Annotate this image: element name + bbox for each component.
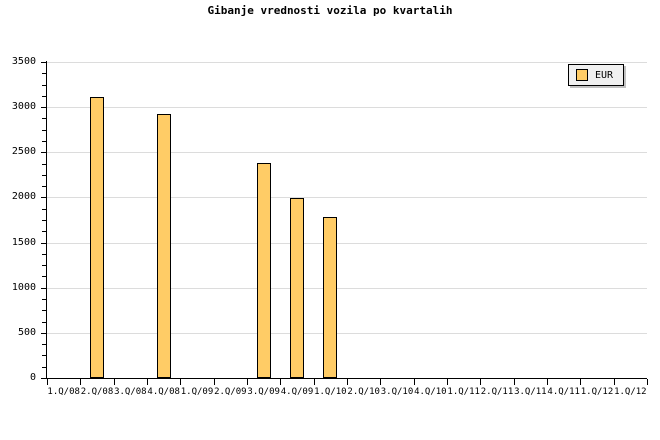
y-axis-tick — [41, 62, 47, 63]
x-axis-label: 1.Q/08 — [47, 387, 80, 397]
x-axis-tick — [114, 379, 115, 385]
y-axis-minor-tick — [42, 344, 47, 346]
x-axis-tick — [380, 379, 381, 385]
x-axis-tick — [547, 379, 548, 385]
chart-legend: EUR — [568, 64, 625, 86]
x-axis-tick — [280, 379, 281, 385]
x-axis-tick — [514, 379, 515, 385]
x-axis-tick — [580, 379, 581, 385]
y-axis-minor-tick — [42, 163, 47, 165]
y-axis-tick — [41, 378, 47, 379]
bar[interactable] — [90, 97, 104, 378]
x-axis-label: 3.Q/08 — [114, 387, 147, 397]
x-axis-tick — [614, 379, 615, 385]
gridline — [47, 152, 647, 154]
y-axis-minor-tick — [42, 95, 47, 97]
y-axis-label: 2500 — [11, 146, 36, 158]
plot-area — [47, 62, 647, 378]
y-axis-tick — [41, 197, 47, 199]
legend-label-eur: EUR — [595, 69, 614, 81]
y-axis-minor-tick — [42, 265, 47, 267]
chart-title: Gibanje vrednosti vozila po kvartalih — [207, 4, 453, 17]
x-axis-tick — [247, 379, 248, 385]
bar[interactable] — [156, 114, 171, 378]
y-axis-label: 1500 — [11, 236, 36, 248]
y-axis-minor-tick — [42, 141, 47, 142]
y-axis-label: 3000 — [11, 101, 36, 113]
y-axis-minor-tick — [42, 276, 47, 278]
x-axis-line — [46, 378, 647, 379]
gridline — [47, 332, 647, 334]
gridline — [47, 197, 647, 199]
y-axis-tick — [41, 107, 47, 109]
x-axis-label: 3.Q/11 — [514, 387, 547, 397]
y-axis-minor-tick — [42, 299, 47, 300]
x-axis-label: 2.Q/08 — [80, 387, 114, 397]
y-axis-label: 0 — [29, 372, 36, 383]
x-axis-label: 2.Q/09 — [214, 387, 247, 397]
x-axis-tick — [80, 379, 81, 385]
y-axis-tick — [41, 332, 47, 334]
x-axis-label: 2.Q/11 — [480, 387, 514, 397]
y-axis-minor-tick — [42, 186, 47, 188]
y-axis-minor-tick — [42, 208, 47, 210]
y-axis-minor-tick — [42, 84, 47, 86]
x-axis-label: 3.Q/10 — [380, 387, 414, 397]
y-axis-tick — [41, 287, 47, 289]
y-axis-minor-tick — [42, 73, 47, 75]
x-axis-label: 4.Q/10 — [414, 387, 447, 397]
y-axis-label: 3500 — [11, 56, 36, 67]
gridline — [47, 62, 647, 63]
y-axis-minor-tick — [42, 174, 47, 176]
x-axis-label: 1.Q/12 — [580, 387, 614, 397]
y-axis-tick — [41, 152, 47, 154]
bar[interactable] — [256, 163, 271, 378]
gridline — [47, 287, 647, 289]
y-axis-label: 2000 — [11, 191, 36, 203]
y-axis-tick — [41, 242, 47, 244]
x-axis-tick — [480, 379, 481, 385]
x-axis-label: 1.Q/12 — [614, 387, 647, 397]
bar[interactable] — [323, 217, 338, 378]
gridline — [47, 107, 647, 109]
y-axis-minor-tick — [42, 118, 47, 120]
x-axis-label: 1.Q/10 — [314, 387, 347, 397]
x-axis-tick — [47, 379, 48, 385]
y-axis-minor-tick — [42, 321, 47, 323]
x-axis-label: 2.Q/10 — [347, 387, 380, 397]
x-axis-label: 4.Q/09 — [280, 387, 314, 397]
x-axis-tick — [647, 379, 648, 385]
y-axis-minor-tick — [42, 231, 47, 233]
y-axis-minor-tick — [42, 366, 47, 368]
x-axis-tick — [314, 379, 315, 385]
legend-swatch-eur — [576, 69, 588, 81]
x-axis-label: 1.Q/09 — [180, 387, 214, 397]
y-axis-label: 1000 — [11, 281, 36, 293]
y-axis-minor-tick — [42, 220, 47, 221]
y-axis-minor-tick — [42, 310, 47, 312]
x-axis-tick — [147, 379, 148, 385]
x-axis-tick — [180, 379, 181, 385]
x-axis-label: 4.Q/08 — [147, 387, 180, 397]
y-axis-label: 500 — [17, 326, 36, 338]
y-axis-minor-tick — [42, 253, 47, 255]
x-axis-tick — [414, 379, 415, 385]
y-axis-minor-tick — [42, 355, 47, 357]
x-axis-tick — [347, 379, 348, 385]
y-axis-minor-tick — [42, 129, 47, 131]
bar[interactable] — [290, 198, 304, 378]
x-axis-tick — [447, 379, 448, 385]
x-axis-label: 3.Q/09 — [247, 387, 280, 397]
gridline — [47, 242, 647, 244]
x-axis-label: 1.Q/11 — [447, 387, 480, 397]
x-axis-label: 4.Q/11 — [547, 387, 580, 397]
x-axis-tick — [214, 379, 215, 385]
